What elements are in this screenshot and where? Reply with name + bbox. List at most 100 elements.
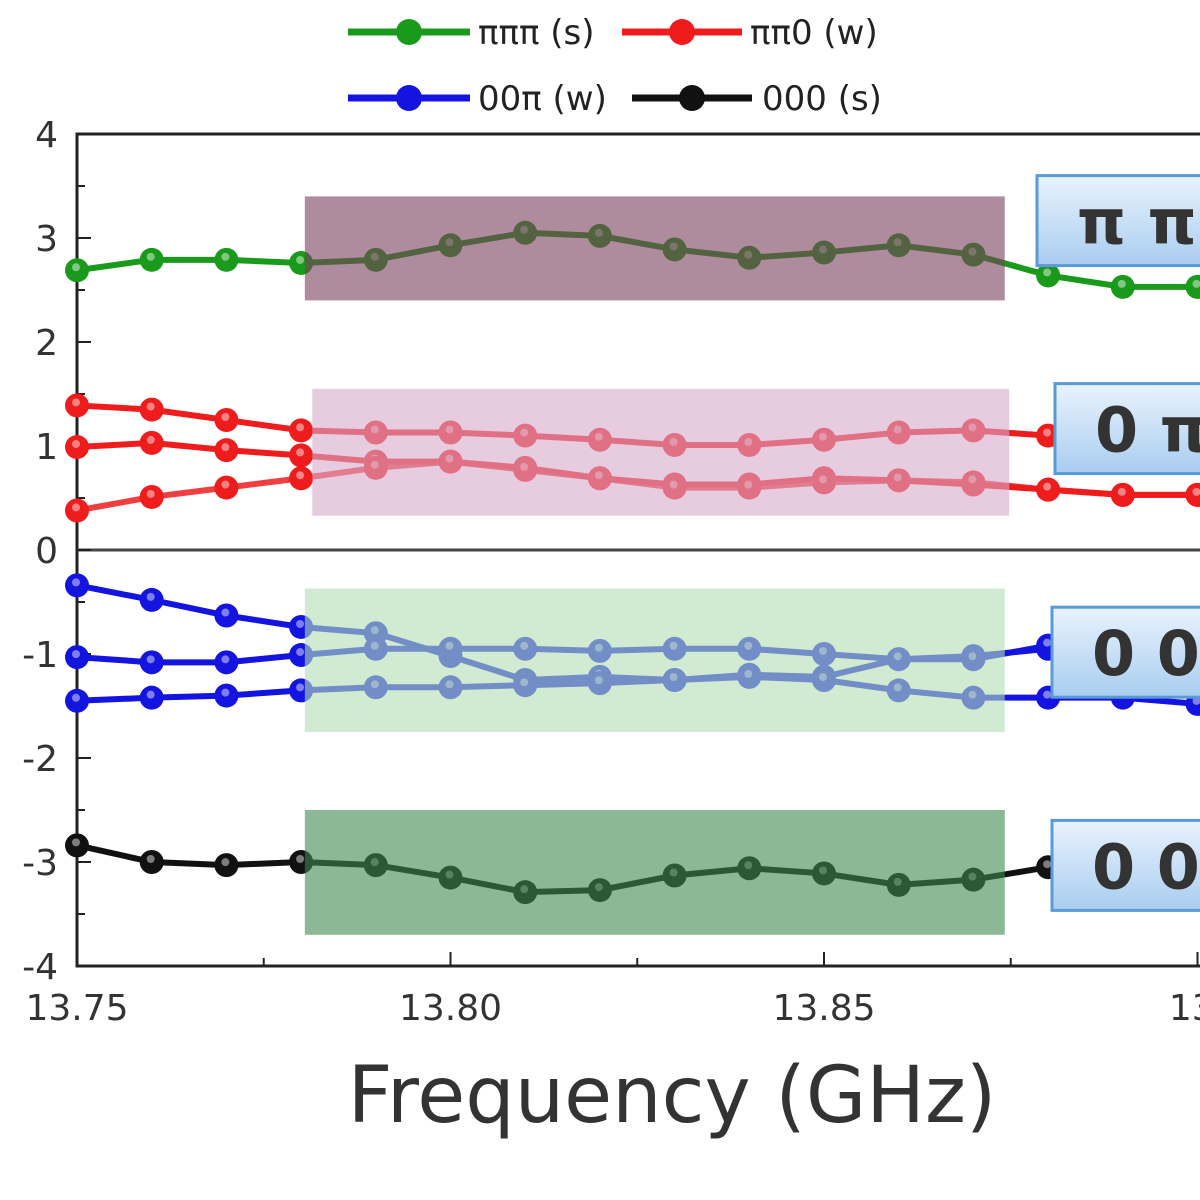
data-point <box>214 650 239 675</box>
data-point-highlight <box>1043 860 1052 869</box>
data-point-highlight <box>72 503 80 512</box>
data-point-highlight <box>72 578 80 587</box>
data-point-highlight <box>221 655 230 664</box>
data-point-highlight <box>146 252 155 261</box>
data-point <box>214 683 239 708</box>
data-point-highlight <box>1192 279 1200 288</box>
data-point <box>139 430 164 455</box>
y-tick-label: 0 <box>35 531 58 572</box>
data-point-highlight <box>146 402 155 411</box>
data-point-highlight <box>1192 696 1200 705</box>
data-point <box>139 484 164 509</box>
data-point-highlight <box>72 398 80 407</box>
data-point-highlight <box>221 252 230 261</box>
legend-item-000: 000 (s) <box>632 79 882 119</box>
data-point <box>65 258 89 283</box>
legend: πππ (s) ππ0 (w) 00π (w) 000 (s) <box>348 13 882 119</box>
y-tick-label: -2 <box>22 739 58 780</box>
data-point-highlight <box>72 693 80 702</box>
x-tick-label: 13. <box>1169 988 1200 1029</box>
shaded-region <box>304 196 1005 301</box>
data-point <box>289 443 314 468</box>
data-point-highlight <box>146 855 155 863</box>
data-point-highlight <box>296 619 305 628</box>
data-point-highlight <box>1192 487 1200 496</box>
data-point <box>1110 482 1135 507</box>
annotation-label: 0 0 <box>1092 617 1200 690</box>
data-point <box>65 645 89 670</box>
x-tick-label: 13.75 <box>25 988 128 1029</box>
annotation-box <box>1050 818 1200 912</box>
legend-item-pp0: ππ0 (w) <box>622 13 878 53</box>
legend-label: πππ (s) <box>478 13 594 53</box>
data-point-highlight <box>296 255 305 264</box>
data-point-highlight <box>146 655 155 664</box>
data-point-highlight <box>146 690 155 699</box>
data-point <box>214 603 239 628</box>
data-point-highlight <box>1117 279 1126 288</box>
x-tick-label: 13.80 <box>399 988 502 1029</box>
data-point <box>139 587 164 612</box>
data-point-highlight <box>221 480 230 489</box>
x-tick-label: 13.85 <box>772 988 875 1029</box>
data-point-highlight <box>221 443 230 452</box>
y-tick-label: 1 <box>35 427 58 468</box>
data-point <box>139 650 164 675</box>
data-point <box>139 247 164 272</box>
data-point <box>214 475 239 500</box>
annotation-box <box>1050 605 1200 699</box>
data-point-highlight <box>1043 690 1052 699</box>
data-point-highlight <box>296 471 305 480</box>
data-point <box>65 833 89 858</box>
data-point <box>65 435 89 460</box>
data-point-highlight <box>296 448 305 457</box>
shaded-region <box>304 588 1005 732</box>
data-point-highlight <box>72 650 80 659</box>
annotation-label: π π <box>1077 186 1197 259</box>
legend-item-00p: 00π (w) <box>348 79 607 119</box>
data-point <box>1036 477 1061 502</box>
legend-label: 00π (w) <box>478 79 607 119</box>
data-point-highlight <box>221 858 230 867</box>
annotation-label: 0 π <box>1095 394 1200 467</box>
data-point <box>1036 263 1061 288</box>
data-point-highlight <box>1043 268 1052 277</box>
data-point-highlight <box>146 435 155 444</box>
y-tick-label: -3 <box>22 843 58 884</box>
data-point-highlight <box>1043 428 1052 437</box>
data-point <box>139 685 164 710</box>
data-point-highlight <box>221 688 230 697</box>
data-point <box>1185 482 1200 507</box>
data-point-highlight <box>221 413 230 421</box>
y-tick-label: -1 <box>22 635 58 676</box>
data-point <box>139 850 164 874</box>
legend-item-ppp: πππ (s) <box>348 13 594 53</box>
y-tick-label: 3 <box>35 219 58 260</box>
legend-label: 000 (s) <box>762 79 882 119</box>
annotation-label: 0 0 <box>1092 830 1200 903</box>
data-point-highlight <box>296 423 305 432</box>
x-axis-label: Frequency (GHz) <box>348 1051 997 1141</box>
annotations: π π 0 π 0 0 0 0 <box>1035 174 1200 912</box>
data-point <box>289 418 314 443</box>
data-point <box>65 688 89 713</box>
data-point-highlight <box>1043 638 1052 647</box>
shaded-region <box>304 810 1005 935</box>
data-point-highlight <box>221 608 230 617</box>
data-point <box>214 438 239 463</box>
data-point <box>1110 274 1135 299</box>
annotation-box <box>1053 382 1200 476</box>
data-point <box>214 408 239 432</box>
data-point-highlight <box>1117 487 1126 496</box>
data-point <box>65 573 89 598</box>
shaded-regions <box>304 196 1010 935</box>
data-point-highlight <box>146 592 155 601</box>
data-point-highlight <box>296 683 305 692</box>
series-lines <box>65 220 1200 905</box>
data-point-highlight <box>72 263 80 272</box>
y-tick-label: -4 <box>22 947 58 988</box>
data-point-highlight <box>1043 482 1052 491</box>
data-point <box>214 853 239 878</box>
data-point-highlight <box>146 489 155 498</box>
